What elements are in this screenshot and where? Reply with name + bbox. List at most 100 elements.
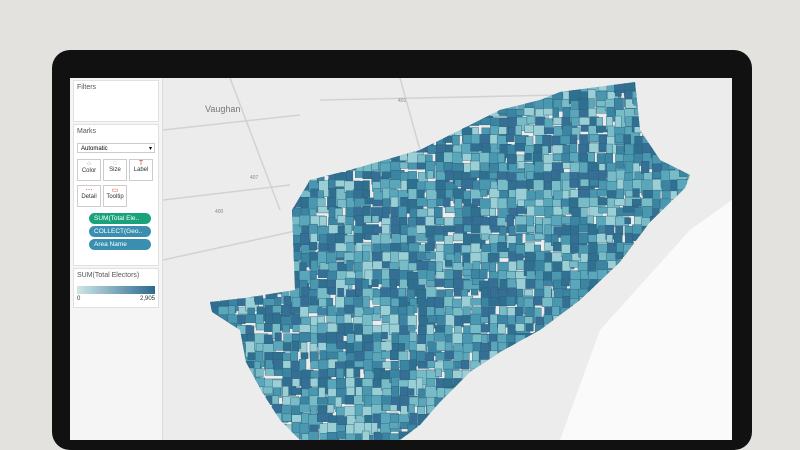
region[interactable]	[445, 145, 453, 153]
region[interactable]	[561, 216, 572, 225]
region[interactable]	[516, 259, 525, 271]
region[interactable]	[615, 133, 624, 143]
region[interactable]	[326, 252, 337, 265]
region[interactable]	[497, 323, 506, 335]
region[interactable]	[326, 351, 340, 360]
mark-button[interactable]: ⋯ Detail	[77, 185, 101, 207]
region[interactable]	[498, 251, 509, 259]
region[interactable]	[425, 243, 434, 252]
region[interactable]	[362, 190, 371, 198]
region[interactable]	[319, 216, 327, 227]
region[interactable]	[561, 278, 570, 287]
region[interactable]	[451, 163, 465, 172]
region[interactable]	[606, 234, 613, 243]
region[interactable]	[524, 124, 534, 133]
region[interactable]	[435, 217, 445, 225]
region[interactable]	[569, 279, 583, 291]
region[interactable]	[551, 306, 560, 317]
region[interactable]	[460, 360, 470, 370]
region[interactable]	[489, 262, 497, 272]
region[interactable]	[498, 126, 507, 135]
region[interactable]	[445, 206, 456, 214]
region[interactable]	[525, 324, 534, 332]
region[interactable]	[299, 306, 309, 318]
region[interactable]	[283, 342, 292, 351]
region[interactable]	[506, 270, 516, 279]
region[interactable]	[390, 161, 401, 171]
region[interactable]	[299, 359, 307, 372]
region[interactable]	[426, 269, 436, 283]
region[interactable]	[614, 90, 622, 97]
region[interactable]	[372, 226, 382, 234]
region[interactable]	[641, 161, 650, 174]
region[interactable]	[247, 307, 255, 315]
mark-button[interactable]: ⁘ Color	[77, 159, 101, 181]
region[interactable]	[615, 251, 623, 260]
region[interactable]	[327, 404, 335, 414]
mark-type-dropdown[interactable]: Automatic ▾	[77, 143, 155, 153]
region[interactable]	[481, 233, 489, 241]
region[interactable]	[524, 316, 534, 324]
region[interactable]	[301, 352, 309, 359]
region[interactable]	[453, 233, 465, 242]
region[interactable]	[524, 242, 535, 253]
region[interactable]	[382, 171, 392, 179]
region[interactable]	[524, 289, 533, 297]
region[interactable]	[470, 269, 481, 280]
region[interactable]	[632, 188, 640, 198]
region[interactable]	[416, 208, 429, 218]
region[interactable]	[245, 325, 255, 335]
region[interactable]	[487, 253, 500, 262]
region[interactable]	[515, 253, 524, 262]
region[interactable]	[281, 304, 292, 317]
region[interactable]	[496, 217, 506, 227]
region[interactable]	[525, 307, 535, 325]
region[interactable]	[291, 340, 299, 352]
region[interactable]	[624, 217, 631, 225]
region[interactable]	[362, 430, 370, 440]
region[interactable]	[345, 424, 355, 435]
mark-button[interactable]: ▭ Tooltip	[103, 185, 127, 207]
region[interactable]	[544, 118, 553, 129]
region[interactable]	[298, 324, 311, 333]
region[interactable]	[363, 215, 373, 224]
field-pill[interactable]: COLLECT(Geo..	[89, 226, 151, 237]
region[interactable]	[480, 208, 491, 216]
region[interactable]	[255, 343, 264, 352]
region[interactable]	[596, 117, 603, 133]
region[interactable]	[462, 306, 471, 317]
region[interactable]	[516, 288, 524, 298]
region[interactable]	[318, 359, 329, 372]
region[interactable]	[607, 190, 617, 199]
region[interactable]	[453, 216, 464, 225]
region[interactable]	[308, 431, 319, 440]
region[interactable]	[434, 234, 444, 242]
region[interactable]	[515, 234, 523, 245]
region[interactable]	[407, 325, 416, 332]
region[interactable]	[434, 278, 446, 287]
region[interactable]	[371, 279, 379, 287]
region[interactable]	[310, 360, 319, 369]
region[interactable]	[605, 143, 613, 155]
region[interactable]	[523, 107, 536, 116]
region[interactable]	[497, 153, 505, 163]
region[interactable]	[337, 431, 346, 440]
region[interactable]	[588, 107, 597, 119]
region[interactable]	[255, 368, 264, 378]
region[interactable]	[544, 224, 552, 235]
region[interactable]	[328, 206, 337, 219]
region[interactable]	[587, 152, 595, 162]
region[interactable]	[308, 242, 318, 251]
region[interactable]	[533, 172, 545, 181]
region[interactable]	[345, 377, 356, 388]
region[interactable]	[569, 260, 580, 268]
region[interactable]	[337, 199, 347, 208]
region[interactable]	[444, 368, 453, 379]
region[interactable]	[454, 198, 463, 210]
region[interactable]	[506, 133, 515, 142]
region[interactable]	[444, 259, 453, 267]
region[interactable]	[345, 433, 359, 440]
region[interactable]	[416, 197, 428, 207]
region[interactable]	[406, 305, 415, 316]
region[interactable]	[409, 359, 417, 371]
